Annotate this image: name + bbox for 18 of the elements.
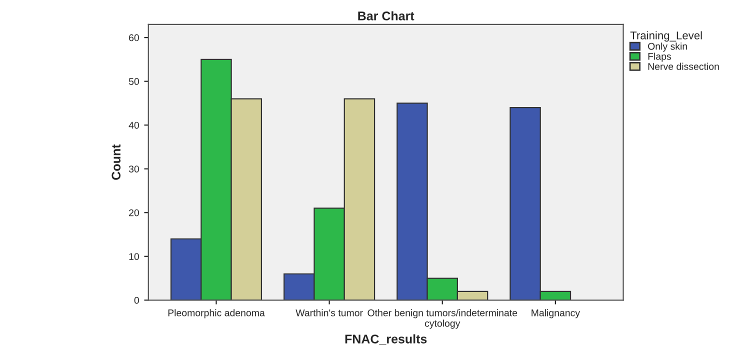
y-axis-title: Count xyxy=(112,144,121,180)
y-tick-label: 20 xyxy=(129,209,139,216)
y-tick-label: 10 xyxy=(129,253,139,260)
y-tick-label: 50 xyxy=(128,78,139,85)
x-tick-label: Malignancy xyxy=(532,309,580,318)
legend-label: Only skin xyxy=(648,42,687,52)
x-tick-label: Pleomorphic adenoma xyxy=(168,309,265,318)
y-tick-label: 60 xyxy=(129,34,139,42)
y-tick-label: 0 xyxy=(134,296,139,304)
x-tick-label: Other benign tumors/indeterminate cytology xyxy=(368,309,518,329)
legend-title: Training_Level xyxy=(630,31,702,42)
legend-label: Nerve dissection xyxy=(648,62,719,70)
x-tick-label: Warthin's tumor xyxy=(296,309,363,316)
legend-label: Flaps xyxy=(648,52,672,62)
y-tick-label: 40 xyxy=(128,122,139,129)
x-axis-title: FNAC_results xyxy=(345,334,427,345)
y-tick-label: 30 xyxy=(128,166,139,172)
chart-title: Bar Chart xyxy=(358,11,414,20)
